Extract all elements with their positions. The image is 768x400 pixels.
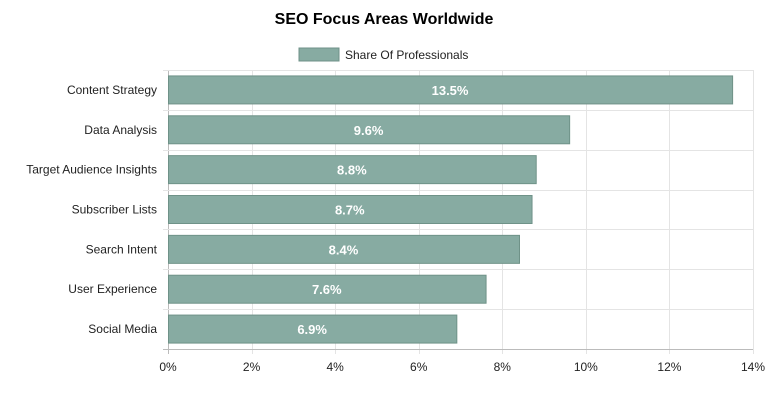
bar-data-label: 8.8% [337,163,367,178]
x-tick-label: 4% [326,360,344,374]
category-label: Data Analysis [84,123,157,137]
x-tick-label: 14% [741,360,765,374]
category-label: Subscriber Lists [72,203,157,217]
x-tick-label: 0% [159,360,177,374]
bar-data-label: 8.7% [335,203,365,218]
bar-data-label: 7.6% [312,282,342,297]
bar [168,195,533,224]
bar-data-label: 8.4% [329,242,359,257]
grid-lines [163,70,754,354]
bar-data-label: 13.5% [432,83,469,98]
x-tick-label: 12% [657,360,681,374]
category-label: Search Intent [86,242,158,256]
category-label: Target Audience Insights [26,163,157,177]
bars: 13.5% 9.6% 8.8% 8.7% 8.4% 7.6% 6.9% [168,75,734,344]
bar [168,314,458,344]
bar [168,234,520,264]
x-tick-label: 2% [243,360,261,374]
bar [168,274,487,304]
chart-title: SEO Focus Areas Worldwide [275,11,494,28]
category-label: Social Media [88,322,157,336]
bar [168,155,537,185]
x-tick-label: 8% [494,360,512,374]
bar-data-label: 6.9% [297,322,327,337]
legend: Share Of Professionals [298,47,468,62]
bar [168,115,571,145]
x-tick-label: 6% [410,360,428,374]
category-label: Content Strategy [67,83,157,97]
legend-label: Share Of Professionals [345,48,468,62]
bar [168,75,734,105]
bar-data-label: 9.6% [354,123,384,138]
legend-swatch [298,47,340,62]
x-tick-label: 10% [574,360,598,374]
category-labels: Content Strategy Data Analysis Target Audi… [26,83,157,336]
category-label: User Experience [68,282,157,296]
x-tick-labels: 0% 2% 4% 6% 8% 10% 12% 14% [159,360,765,374]
